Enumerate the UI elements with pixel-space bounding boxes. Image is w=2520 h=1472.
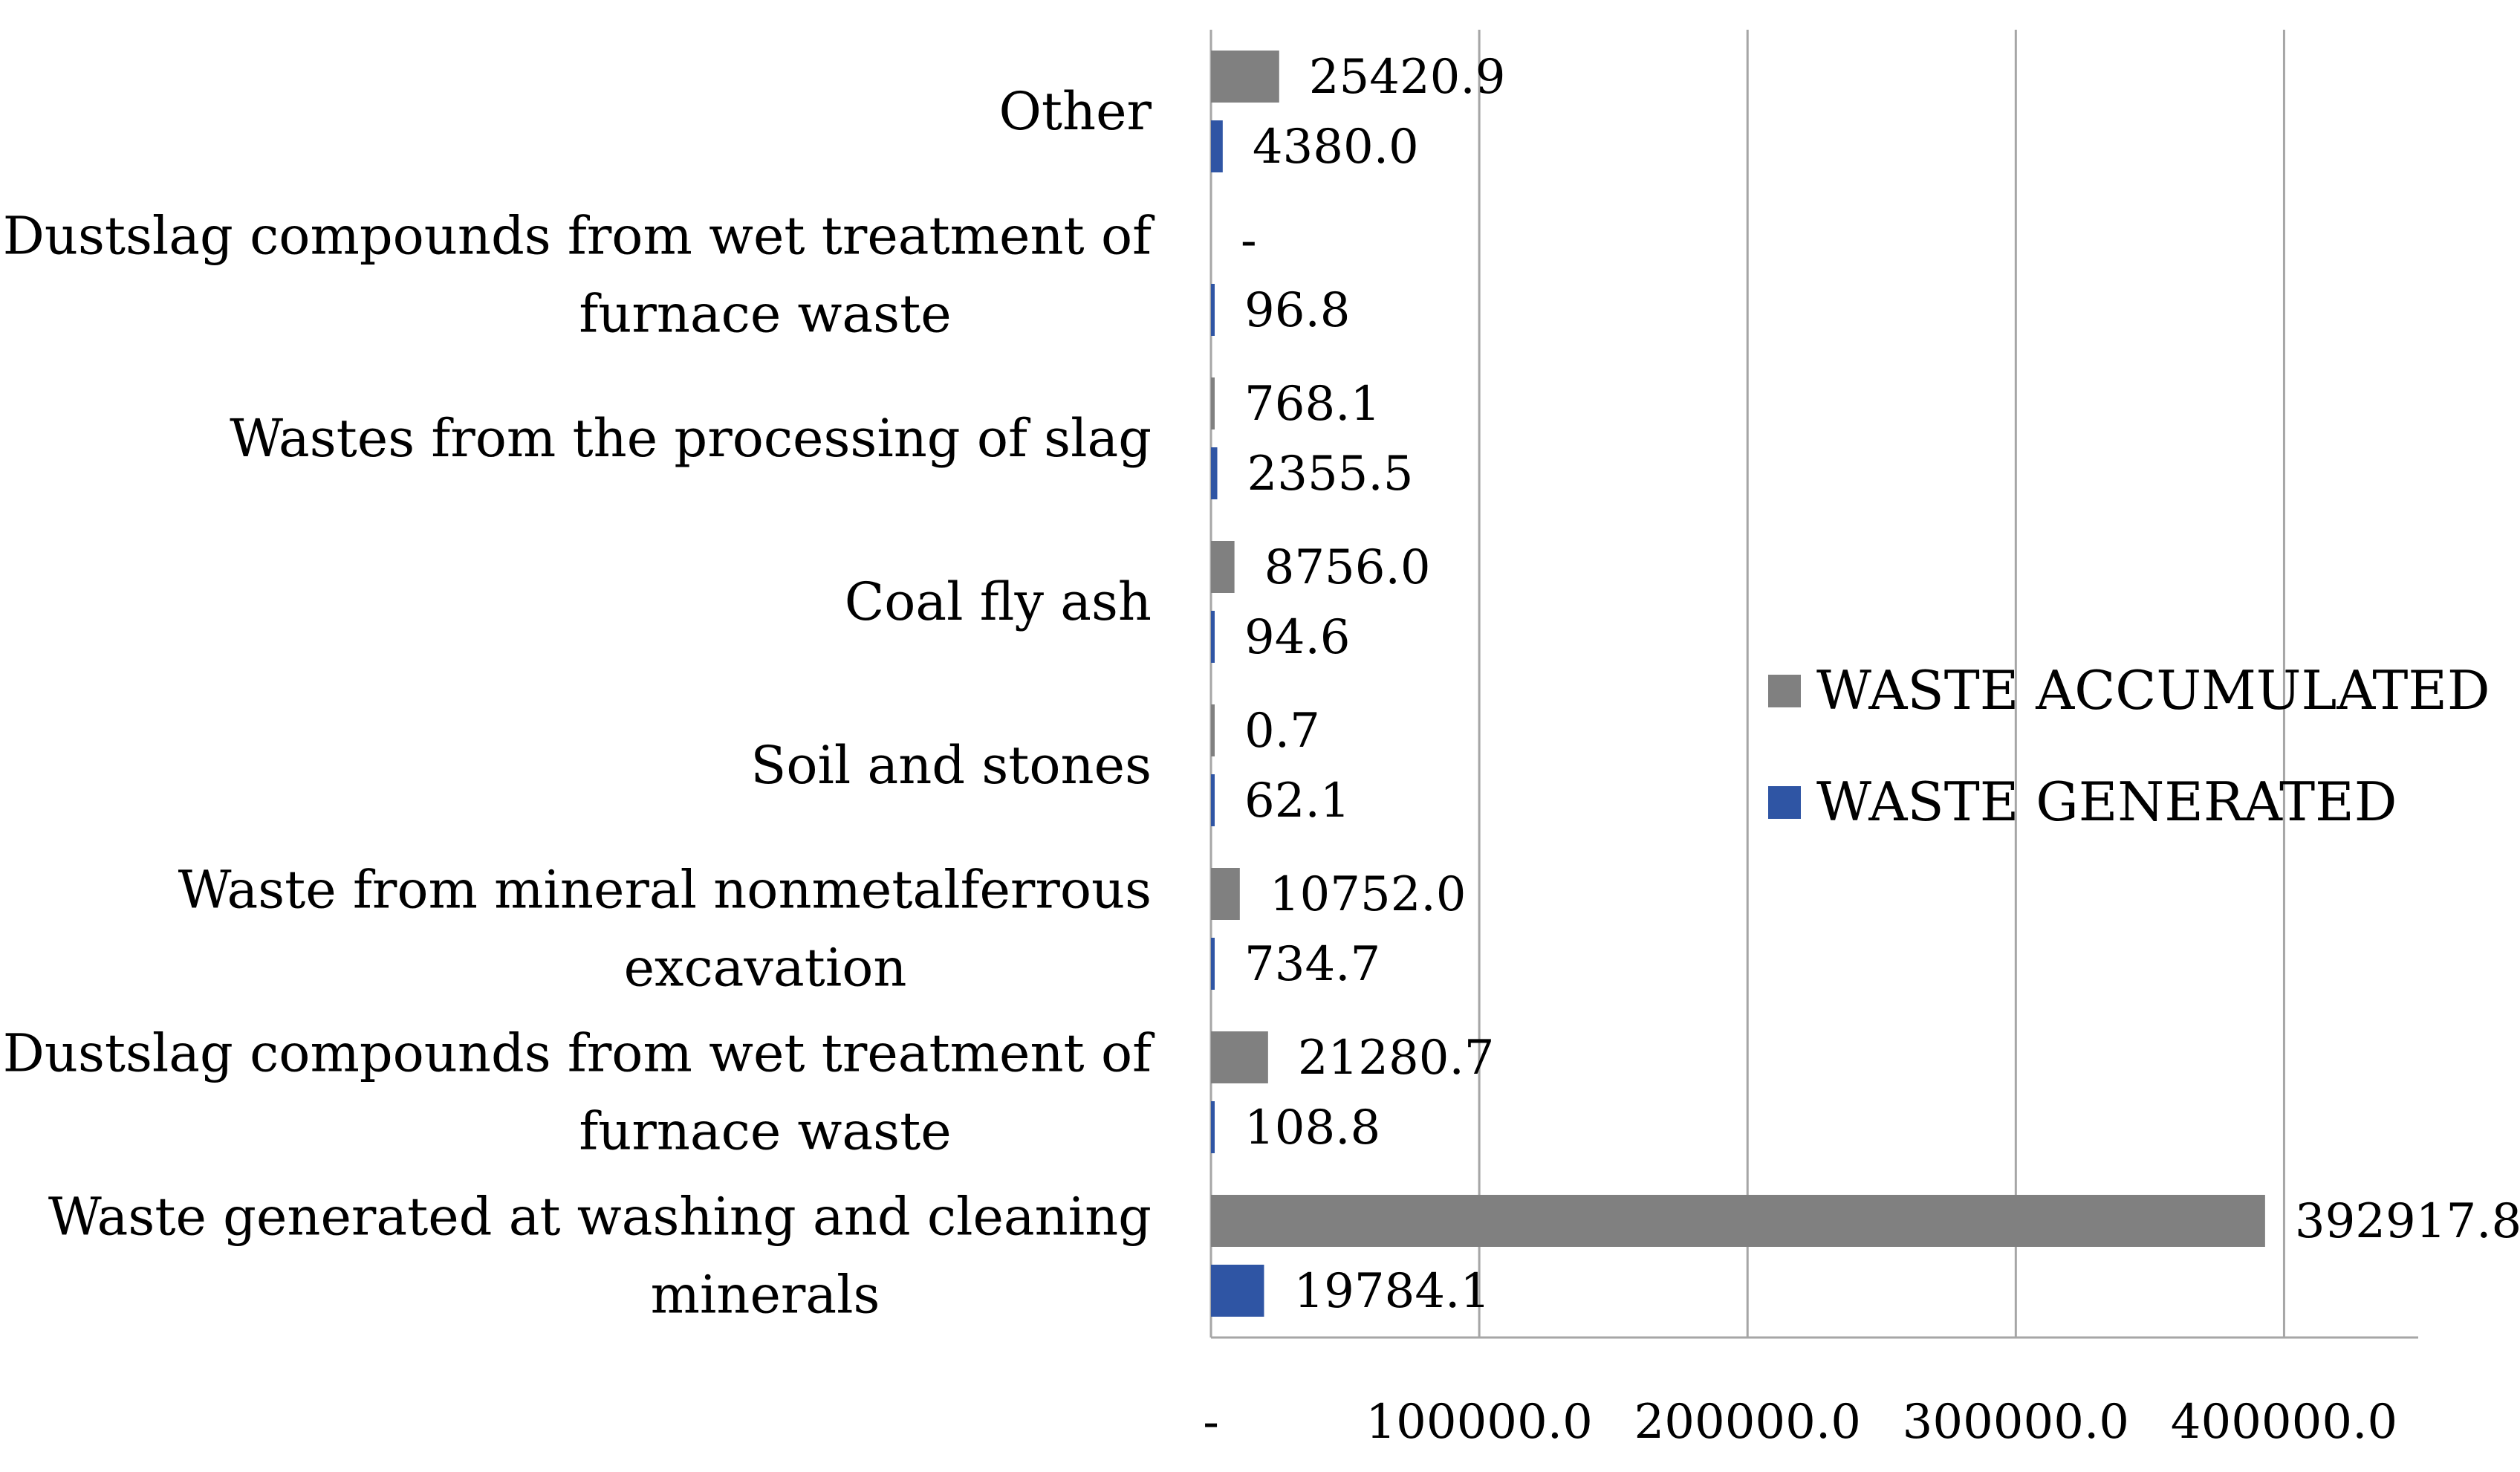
x-tick-label: 200000.0 — [1634, 1395, 1861, 1450]
x-tick-label: 300000.0 — [1903, 1395, 2129, 1450]
legend-label-accumulated: WASTE ACCUMULATED — [1816, 659, 2490, 722]
legend-label-generated: WASTE GENERATED — [1816, 771, 2397, 833]
bar-generated-3 — [1211, 774, 1215, 826]
legend-swatch-accumulated — [1768, 675, 1801, 707]
data-label-generated-6: 96.8 — [1244, 283, 1351, 338]
data-label-accumulated-4: 8756.0 — [1264, 540, 1431, 595]
category-label: Wastes from the processing of slag — [230, 408, 1152, 469]
category-label-line: minerals — [651, 1265, 880, 1326]
bar-accumulated-1 — [1211, 1031, 1268, 1083]
category-label-line: Wastes from the processing of slag — [230, 408, 1152, 469]
category-label-line: Waste generated at washing and cleaning — [48, 1187, 1152, 1248]
x-tick-label: 400000.0 — [2171, 1395, 2397, 1450]
data-label-generated-0: 19784.1 — [1293, 1264, 1490, 1319]
legend-swatch-generated — [1768, 786, 1801, 819]
category-label-line: furnace waste — [579, 1101, 951, 1162]
category-label-line: Waste from mineral nonmetalferrous — [178, 860, 1152, 921]
data-label-accumulated-6: - — [1241, 213, 1257, 268]
x-tick-label: 100000.0 — [1365, 1395, 1592, 1450]
bar-accumulated-5 — [1211, 377, 1215, 429]
category-label: Waste generated at washing and cleaning m… — [48, 1187, 1152, 1326]
category-label-line: furnace waste — [579, 284, 951, 345]
bar-generated-4 — [1211, 611, 1215, 663]
category-label: Other — [999, 81, 1152, 142]
bar-generated-6 — [1211, 284, 1215, 336]
category-label-line: Dustslag compounds from wet treatment of — [3, 1023, 1155, 1084]
category-label: Dustslag compounds from wet treatment of… — [3, 1023, 1155, 1162]
category-label: Coal fly ash — [845, 571, 1152, 632]
data-label-generated-2: 734.7 — [1244, 937, 1380, 992]
bar-accumulated-7 — [1211, 51, 1279, 103]
category-label: Dustslag compounds from wet treatment of… — [3, 206, 1155, 345]
bar-generated-1 — [1211, 1101, 1215, 1153]
data-label-generated-5: 2355.5 — [1247, 447, 1414, 502]
category-label-line: Coal fly ash — [845, 571, 1152, 632]
data-label-accumulated-2: 10752.0 — [1270, 867, 1467, 922]
category-label: Soil and stones — [750, 735, 1152, 796]
bar-accumulated-2 — [1211, 868, 1240, 920]
data-label-generated-7: 4380.0 — [1253, 120, 1419, 175]
data-label-generated-4: 94.6 — [1244, 610, 1351, 665]
x-tick-label: - — [1203, 1395, 1219, 1450]
category-label-line: Soil and stones — [750, 735, 1152, 796]
data-label-generated-1: 108.8 — [1244, 1100, 1380, 1155]
data-label-accumulated-1: 21280.7 — [1298, 1031, 1495, 1086]
bar-generated-0 — [1211, 1265, 1264, 1317]
bar-generated-7 — [1211, 120, 1223, 172]
data-label-generated-3: 62.1 — [1244, 774, 1351, 829]
category-label-line: Dustslag compounds from wet treatment of — [3, 206, 1155, 267]
bar-accumulated-3 — [1211, 704, 1215, 756]
data-label-accumulated-5: 768.1 — [1244, 377, 1380, 432]
bar-generated-2 — [1211, 938, 1215, 990]
category-label-line: Other — [999, 81, 1152, 142]
data-label-accumulated-0: 392917.8 — [2295, 1194, 2520, 1249]
category-label-line: excavation — [624, 938, 907, 999]
data-label-accumulated-7: 25420.9 — [1309, 50, 1506, 105]
bar-generated-5 — [1211, 447, 1218, 499]
category-label: Waste from mineral nonmetalferrous excava… — [178, 860, 1152, 999]
bar-accumulated-0 — [1211, 1195, 2265, 1247]
data-label-accumulated-3: 0.7 — [1244, 704, 1320, 759]
bar-accumulated-4 — [1211, 541, 1235, 593]
